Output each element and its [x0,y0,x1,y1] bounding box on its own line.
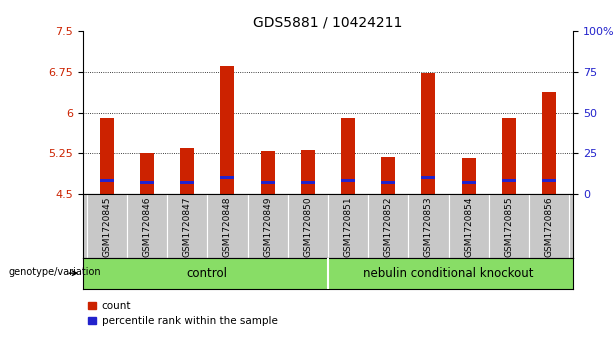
Bar [462,158,476,194]
Text: GSM1720845: GSM1720845 [102,196,112,257]
Bar [261,181,275,184]
Bar [127,194,167,258]
Text: nebulin conditional knockout: nebulin conditional knockout [364,267,534,280]
Bar [542,92,556,194]
Bar [341,179,355,182]
Text: GSM1720855: GSM1720855 [504,196,513,257]
Legend: count, percentile rank within the sample: count, percentile rank within the sample [88,301,277,326]
Bar [287,194,328,258]
Bar [301,150,315,194]
Bar [502,118,516,194]
Bar [167,194,207,258]
Bar [449,194,489,258]
Text: GSM1720848: GSM1720848 [223,196,232,257]
Bar [381,157,395,194]
Bar [261,151,275,194]
Bar [140,181,154,184]
Bar [221,66,235,194]
Bar [529,194,569,258]
Text: GSM1720851: GSM1720851 [343,196,352,257]
Text: GSM1720849: GSM1720849 [263,196,272,257]
Text: GSM1720853: GSM1720853 [424,196,433,257]
Bar [140,153,154,194]
Bar [248,194,287,258]
Bar [221,176,235,179]
Bar [180,181,194,184]
Bar [87,194,127,258]
Bar [542,179,556,182]
Bar [462,181,476,184]
Bar [100,118,114,194]
Text: genotype/variation: genotype/variation [9,266,101,277]
Text: GSM1720846: GSM1720846 [143,196,151,257]
Bar [381,181,395,184]
Bar [328,194,368,258]
Bar [180,148,194,194]
Bar [368,194,408,258]
Bar [301,181,315,184]
Bar [502,179,516,182]
Text: GSM1720847: GSM1720847 [183,196,192,257]
Bar [207,194,248,258]
Bar [421,73,435,194]
Bar [408,194,449,258]
Text: GSM1720850: GSM1720850 [303,196,313,257]
Bar [341,118,355,194]
Title: GDS5881 / 10424211: GDS5881 / 10424211 [253,16,403,30]
Text: control: control [187,267,228,280]
Bar [421,176,435,179]
Text: GSM1720854: GSM1720854 [464,196,473,257]
Bar [489,194,529,258]
Bar [100,179,114,182]
Text: GSM1720852: GSM1720852 [384,196,393,257]
Text: GSM1720856: GSM1720856 [544,196,554,257]
